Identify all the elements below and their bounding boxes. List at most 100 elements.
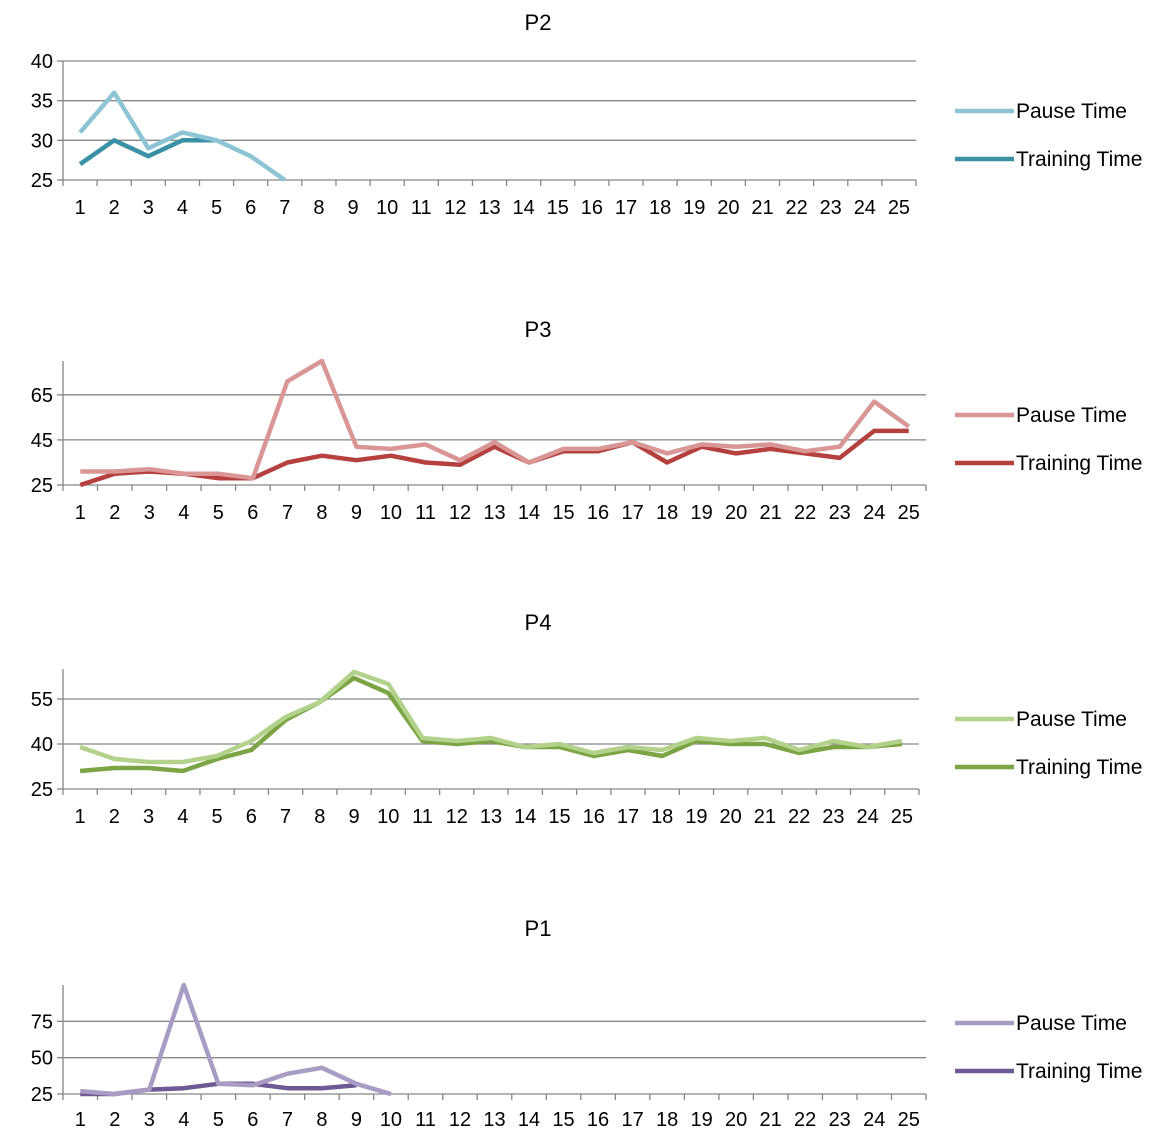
x-tick-label: 20 (725, 1109, 747, 1131)
x-tick-label: 24 (857, 806, 879, 828)
x-tick-label: 14 (518, 502, 540, 524)
x-tick-label: 2 (109, 806, 120, 828)
x-tick-label: 11 (411, 197, 432, 219)
legend-label: Pause Time (1016, 100, 1127, 123)
x-tick-label: 13 (480, 806, 502, 828)
x-tick-label: 17 (621, 1109, 643, 1131)
x-tick-label: 18 (651, 806, 673, 828)
y-tick-label: 75 (31, 1011, 53, 1033)
y-tick-label: 55 (31, 689, 53, 711)
y-tick-label: 25 (31, 1084, 53, 1106)
x-tick-label: 13 (483, 1109, 505, 1131)
y-tick-label: 40 (31, 51, 53, 73)
x-tick-label: 5 (213, 1109, 224, 1131)
x-tick-label: 17 (617, 806, 639, 828)
x-tick-label: 21 (760, 502, 782, 524)
x-tick-label: 6 (247, 1109, 258, 1131)
x-tick-label: 19 (690, 1109, 712, 1131)
x-tick-label: 10 (380, 1109, 402, 1131)
series-line-training-time (79, 428, 909, 488)
y-tick-label: 65 (31, 385, 53, 407)
x-tick-label: 21 (754, 806, 776, 828)
x-tick-label: 3 (144, 1109, 155, 1131)
x-tick-label: 7 (279, 197, 290, 219)
x-tick-label: 24 (854, 197, 876, 219)
x-tick-label: 23 (829, 502, 851, 524)
x-tick-label: 19 (683, 197, 705, 219)
x-tick-label: 22 (794, 1109, 816, 1131)
x-tick-label: 24 (863, 502, 885, 524)
x-tick-label: 21 (760, 1109, 782, 1131)
legend-label: Training Time (1016, 148, 1142, 171)
x-tick-label: 14 (518, 1109, 540, 1131)
x-tick-label: 10 (376, 197, 398, 219)
x-tick-label: 8 (314, 806, 325, 828)
x-tick-label: 12 (449, 502, 471, 524)
series-line-pause-time (80, 358, 911, 481)
chart-title: P4 (525, 610, 552, 635)
legend-label: Training Time (1016, 756, 1142, 779)
x-tick-label: 19 (690, 502, 712, 524)
y-tick-label: 40 (31, 734, 53, 756)
x-tick-label: 13 (483, 502, 505, 524)
x-tick-label: 25 (898, 502, 920, 524)
x-tick-label: 15 (552, 1109, 574, 1131)
x-tick-label: 1 (75, 1109, 86, 1131)
series-line-pause-time (80, 982, 392, 1097)
x-tick-label: 4 (177, 806, 188, 828)
x-tick-label: 23 (822, 806, 844, 828)
x-tick-label: 24 (863, 1109, 885, 1131)
x-tick-label: 15 (552, 502, 574, 524)
x-tick-label: 22 (785, 197, 807, 219)
x-tick-label: 9 (347, 197, 358, 219)
series-line-pause-time (79, 669, 903, 765)
x-tick-label: 18 (649, 197, 671, 219)
x-tick-label: 2 (109, 502, 120, 524)
x-tick-label: 16 (583, 806, 605, 828)
x-tick-label: 20 (720, 806, 742, 828)
x-tick-label: 1 (75, 502, 86, 524)
x-tick-label: 5 (211, 197, 222, 219)
x-tick-label: 11 (415, 502, 436, 524)
x-tick-label: 7 (282, 502, 293, 524)
x-tick-label: 5 (213, 502, 224, 524)
y-tick-label: 25 (31, 779, 53, 801)
y-tick-label: 25 (31, 170, 53, 192)
x-tick-label: 17 (621, 502, 643, 524)
x-tick-label: 12 (449, 1109, 471, 1131)
x-tick-label: 4 (177, 197, 188, 219)
legend-label: Pause Time (1016, 404, 1127, 427)
series-line-training-time (78, 138, 217, 166)
x-tick-label: 22 (794, 502, 816, 524)
x-tick-label: 14 (512, 197, 534, 219)
x-tick-label: 11 (412, 806, 433, 828)
x-tick-label: 25 (891, 806, 913, 828)
legend-label: Training Time (1016, 452, 1142, 475)
x-tick-label: 6 (245, 197, 256, 219)
y-tick-label: 30 (31, 130, 53, 152)
x-tick-label: 16 (587, 502, 609, 524)
legend-label: Pause Time (1016, 708, 1127, 731)
x-tick-label: 10 (377, 806, 399, 828)
x-tick-label: 20 (717, 197, 739, 219)
x-tick-label: 17 (615, 197, 637, 219)
x-tick-label: 9 (351, 502, 362, 524)
x-tick-label: 5 (212, 806, 223, 828)
x-tick-label: 6 (246, 806, 257, 828)
x-tick-label: 23 (820, 197, 842, 219)
series-line-training-time (79, 675, 903, 774)
x-tick-label: 2 (109, 1109, 120, 1131)
x-tick-label: 2 (109, 197, 120, 219)
x-tick-label: 1 (75, 806, 86, 828)
x-tick-label: 25 (888, 197, 910, 219)
chart-title: P3 (525, 317, 552, 342)
x-tick-label: 1 (74, 197, 85, 219)
y-tick-label: 35 (31, 91, 53, 113)
x-tick-label: 25 (898, 1109, 920, 1131)
x-tick-label: 15 (548, 806, 570, 828)
x-tick-label: 4 (178, 502, 189, 524)
x-tick-label: 6 (247, 502, 258, 524)
